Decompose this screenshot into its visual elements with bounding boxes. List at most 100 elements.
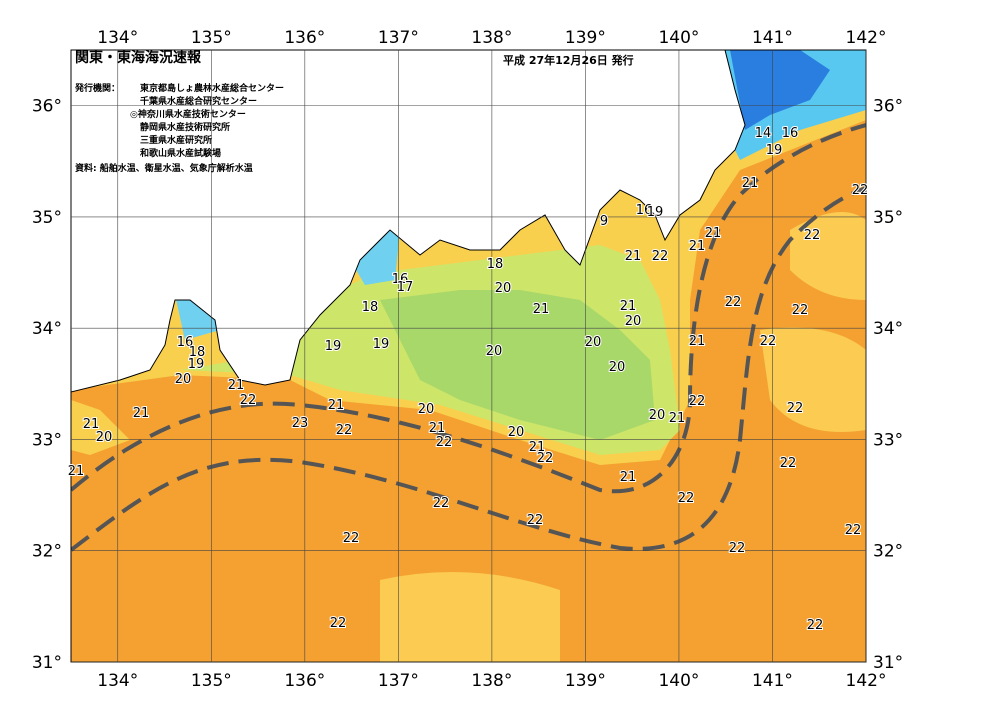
contour-label: 22	[678, 491, 695, 506]
contour-label: 20	[96, 430, 113, 445]
x-tick-label: 134°	[97, 28, 138, 48]
contour-label: 20	[585, 335, 602, 350]
x-tick-label: 142°	[846, 28, 887, 48]
x-tick-label: 135°	[191, 28, 232, 48]
contour-label: 22	[436, 435, 453, 450]
issue-date: 平成 27年12月26日 発行	[503, 53, 634, 67]
contour-label: 22	[652, 249, 669, 264]
issuer: 静岡県水産技術研究所	[140, 121, 230, 133]
contour-label: 22	[729, 541, 746, 556]
contour-label: 20	[508, 425, 525, 440]
contour-label: 16	[392, 272, 409, 287]
contour-label: 21	[429, 421, 446, 436]
issuer: ◎神奈川県水産技術センター	[130, 108, 246, 120]
y-tick-label: 33°	[32, 430, 62, 450]
y-tick-label: 34°	[873, 319, 903, 339]
light-warm-water	[380, 572, 560, 662]
contour-label: 16	[177, 335, 194, 350]
y-tick-label: 35°	[32, 208, 62, 228]
contour-label: 21	[133, 406, 150, 421]
x-tick-label: 141°	[752, 28, 793, 48]
contour-label: 22	[807, 618, 824, 633]
y-tick-label: 35°	[873, 208, 903, 228]
light-warm-water	[790, 212, 866, 300]
issuer: 三重県水産研究所	[140, 134, 212, 146]
x-tick-label: 138°	[471, 671, 512, 691]
x-tick-label: 136°	[284, 28, 325, 48]
transition-water	[71, 400, 130, 455]
contour-label: 21	[533, 302, 550, 317]
contour-label: 21	[529, 440, 546, 455]
contour-label: 19	[373, 337, 390, 352]
contour-label: 20	[625, 314, 642, 329]
contour-label: 21	[742, 176, 759, 191]
contour-label: 22	[760, 334, 777, 349]
contour-label: 14	[755, 126, 772, 141]
contour-label: 22	[433, 496, 450, 511]
contour-label: 22	[343, 531, 360, 546]
y-tick-label: 36°	[32, 97, 62, 117]
x-tick-label: 136°	[284, 671, 325, 691]
source: 資料: 船舶水温、衛星水温、気象庁解析水温	[75, 162, 253, 174]
contour-label: 22	[845, 523, 862, 538]
contour-label: 21	[68, 464, 85, 479]
contour-label: 20	[495, 281, 512, 296]
contour-label: 21	[669, 411, 686, 426]
contour-label: 23	[292, 416, 309, 431]
contour-label: 22	[804, 228, 821, 243]
contour-label: 9	[600, 214, 608, 229]
issuers: 東京都島しょ農林水産総合センター千葉県水産総合研究センター◎神奈川県水産技術セン…	[130, 82, 284, 159]
contour-label: 21	[83, 417, 100, 432]
contour-label: 22	[240, 393, 257, 408]
graticule: 134° 134° 135° 135° 136° 136° 137° 137° 138° 138°…	[32, 28, 903, 691]
contour-label: 19	[647, 205, 664, 220]
contour-label: 20	[418, 402, 435, 417]
contour-label: 21	[689, 334, 706, 349]
contour-label: 18	[362, 300, 379, 315]
cold-water	[380, 290, 655, 440]
contour-label: 20	[486, 344, 503, 359]
contour-label: 21	[620, 299, 637, 314]
contour-label: 20	[609, 360, 626, 375]
contour-label: 16	[636, 203, 653, 218]
x-tick-label: 137°	[378, 28, 419, 48]
contour-label: 21	[689, 239, 706, 254]
x-tick-label: 135°	[191, 671, 232, 691]
y-tick-label: 32°	[873, 542, 903, 562]
contour-label: 22	[330, 616, 347, 631]
issuer: 和歌山県水産試験場	[139, 147, 221, 159]
contour-label: 22	[780, 456, 797, 471]
y-tick-label: 36°	[873, 97, 903, 117]
contour-label: 22	[336, 423, 353, 438]
contour-label: 20	[175, 372, 192, 387]
x-tick-label: 140°	[658, 671, 699, 691]
contour-label: 21	[228, 378, 245, 393]
contour-label: 21	[625, 249, 642, 264]
contour-label: 21	[328, 398, 345, 413]
contour-label: 20	[649, 408, 666, 423]
light-warm-water	[760, 327, 866, 432]
x-tick-label: 141°	[752, 671, 793, 691]
y-tick-label: 33°	[873, 430, 903, 450]
x-tick-label: 140°	[658, 28, 699, 48]
kuroshio-edge	[71, 186, 866, 552]
contour-label: 22	[787, 401, 804, 416]
contour-label: 22	[537, 451, 554, 466]
contour-label: 22	[852, 183, 869, 198]
kuroshio-axis	[71, 123, 866, 494]
x-tick-label: 134°	[97, 671, 138, 691]
contour-label: 16	[782, 126, 799, 141]
contour-label: 17	[397, 280, 414, 295]
contour-label: 22	[527, 513, 544, 528]
y-tick-label: 31°	[873, 653, 903, 673]
title: 関東・東海海況速報	[75, 49, 202, 66]
contour-label: 18	[487, 257, 504, 272]
contour-label: 22	[725, 295, 742, 310]
x-tick-label: 138°	[471, 28, 512, 48]
contour-label: 19	[766, 143, 783, 158]
x-tick-label: 137°	[378, 671, 419, 691]
contour-label: 19	[188, 357, 205, 372]
contour-label: 19	[325, 339, 342, 354]
issuer-label: 発行機関：	[74, 82, 120, 94]
